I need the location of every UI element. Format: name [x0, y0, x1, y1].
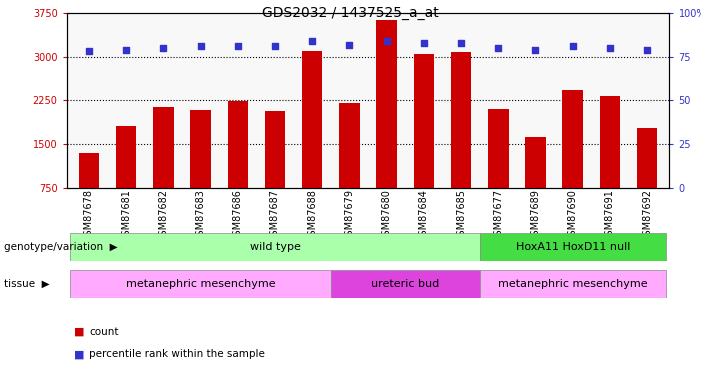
Text: metanephric mesenchyme: metanephric mesenchyme — [125, 279, 275, 289]
Text: tissue  ▶: tissue ▶ — [4, 279, 49, 289]
Bar — [331, 270, 479, 298]
Point — [343, 42, 355, 48]
Text: count: count — [89, 327, 118, 337]
Text: ■: ■ — [74, 350, 84, 359]
Point — [269, 43, 280, 49]
Bar — [414, 54, 434, 188]
Point — [456, 40, 467, 46]
Text: wild type: wild type — [250, 242, 301, 252]
Point — [493, 45, 504, 51]
Text: genotype/variation  ▶: genotype/variation ▶ — [4, 242, 117, 252]
Point — [83, 48, 95, 54]
Point — [121, 47, 132, 53]
Text: GDS2032 / 1437525_a_at: GDS2032 / 1437525_a_at — [262, 6, 439, 20]
Bar — [70, 270, 331, 298]
Point — [604, 45, 615, 51]
Point — [567, 43, 578, 49]
Text: ■: ■ — [74, 327, 84, 337]
Bar — [265, 111, 285, 188]
Point — [641, 47, 653, 53]
Bar — [488, 109, 508, 188]
Bar — [599, 96, 620, 188]
Bar — [562, 90, 583, 188]
Point — [195, 43, 206, 49]
Bar — [339, 103, 360, 188]
Point — [306, 38, 318, 44]
Point — [530, 47, 541, 53]
Bar — [153, 107, 174, 188]
Bar — [479, 232, 666, 261]
Text: HoxA11 HoxD11 null: HoxA11 HoxD11 null — [515, 242, 630, 252]
Text: ureteric bud: ureteric bud — [371, 279, 440, 289]
Bar — [116, 126, 137, 188]
Bar — [70, 232, 479, 261]
Bar — [479, 270, 666, 298]
Bar — [525, 137, 545, 188]
Point — [232, 43, 243, 49]
Point — [418, 40, 430, 46]
Bar — [376, 20, 397, 188]
Bar — [191, 110, 211, 188]
Text: metanephric mesenchyme: metanephric mesenchyme — [498, 279, 648, 289]
Bar — [637, 128, 658, 188]
Bar — [228, 102, 248, 188]
Bar — [451, 52, 471, 188]
Point — [158, 45, 169, 51]
Bar — [302, 51, 322, 188]
Text: percentile rank within the sample: percentile rank within the sample — [89, 350, 265, 359]
Point — [381, 38, 393, 44]
Bar — [79, 153, 99, 188]
